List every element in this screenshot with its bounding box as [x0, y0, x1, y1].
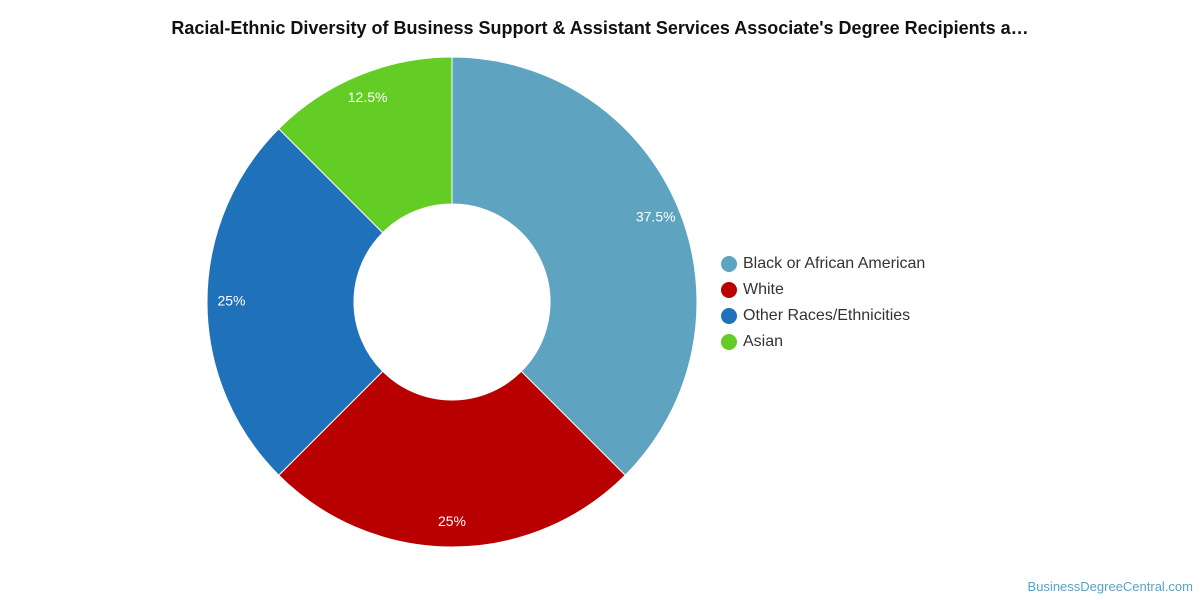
legend-swatch [721, 334, 737, 350]
slice-other-races-ethnicities[interactable] [206, 128, 384, 476]
slice-label: 25% [438, 513, 466, 529]
slice-black-or-african-american[interactable] [451, 56, 698, 476]
legend-label: Other Races/Ethnicities [743, 307, 910, 324]
legend-swatch [721, 282, 737, 298]
slice-label: 37.5% [636, 208, 676, 224]
slice-label: 25% [217, 293, 245, 309]
legend-swatch [721, 256, 737, 272]
slice-asian[interactable] [278, 56, 453, 234]
legend-item[interactable]: White [721, 281, 784, 298]
legend-item[interactable]: Black or African American [721, 255, 925, 272]
slice-label: 12.5% [348, 89, 388, 105]
slice-labels-group: 37.5% 25% 25% 12.5% [217, 89, 675, 529]
legend: Black or African American White Other Race… [721, 255, 925, 350]
legend-label: Asian [743, 333, 783, 350]
legend-label: Black or African American [743, 255, 925, 272]
slices-group [206, 56, 698, 548]
legend-item[interactable]: Asian [721, 333, 783, 350]
source-credit[interactable]: BusinessDegreeCentral.com [1028, 579, 1193, 594]
legend-item[interactable]: Other Races/Ethnicities [721, 307, 910, 324]
legend-swatch [721, 308, 737, 324]
slice-white[interactable] [278, 370, 626, 548]
chart-title: Racial-Ethnic Diversity of Business Supp… [171, 18, 1028, 38]
legend-label: White [743, 281, 784, 298]
